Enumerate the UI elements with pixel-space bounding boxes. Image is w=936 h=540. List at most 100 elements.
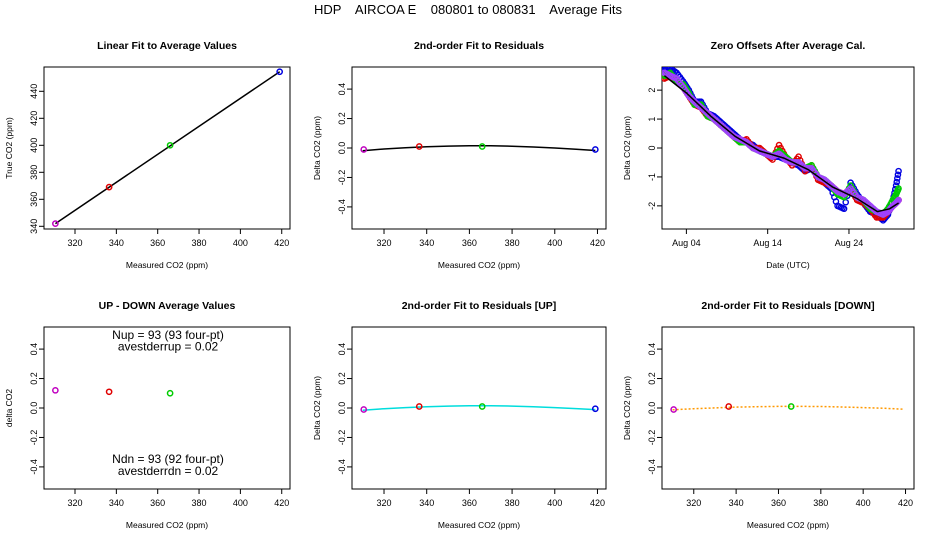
data-point (105, 183, 113, 191)
data-point (52, 386, 59, 394)
y-tick-label: 0 (647, 145, 657, 150)
data-point (166, 389, 174, 397)
y-tick-label: -0.4 (337, 199, 347, 215)
x-tick-label: 360 (771, 498, 786, 508)
x-tick-label: 420 (274, 498, 289, 508)
x-axis-label: Measured CO2 (ppm) (438, 520, 520, 530)
data-point (166, 141, 174, 149)
data-point (415, 143, 423, 150)
data-point (893, 178, 901, 186)
data-point (52, 220, 59, 227)
data-point (360, 406, 368, 413)
y-tick-label: 0.2 (337, 372, 347, 385)
data-point (670, 406, 677, 413)
data-point (894, 171, 902, 179)
x-axis-label: Date (UTC) (766, 260, 810, 270)
annotation-text: avestderrdn = 0.02 (118, 464, 219, 478)
data-point (360, 146, 368, 153)
y-tick-label: 0.0 (29, 402, 39, 415)
x-tick-label: Aug 24 (835, 238, 864, 248)
y-tick-label: -0.2 (337, 170, 347, 186)
y-axis-label: delta CO2 (4, 389, 14, 428)
y-tick-label: 0.4 (337, 83, 347, 96)
x-tick-label: 360 (150, 238, 165, 248)
panel-4: UP - DOWN Average Values 320 340 360 380 400 4… (4, 300, 291, 530)
x-axis-label: Measured CO2 (ppm) (438, 260, 520, 270)
x-tick-label: 380 (192, 498, 207, 508)
y-tick-label: 0.0 (647, 402, 657, 415)
panel-3: Zero Offsets After Average Cal. Aug 04 Aug… (622, 40, 915, 270)
y-tick-label: -0.2 (647, 430, 657, 446)
y-tick-label: 440 (29, 84, 39, 99)
plot-frame (661, 66, 915, 230)
y-tick-label: -0.4 (337, 459, 347, 475)
x-tick-label: 420 (590, 498, 605, 508)
annotation-text: avestderrup = 0.02 (118, 340, 219, 354)
panel-6: 2nd-order Fit to Residuals [DOWN] 320 340 3… (622, 300, 915, 530)
plot-area (662, 67, 902, 224)
panel-title: Linear Fit to Average Values (97, 40, 237, 52)
panel-2: 2nd-order Fit to Residuals 320 340 360 380 40… (312, 40, 607, 270)
data-point (840, 205, 848, 213)
y-tick-label: 380 (29, 165, 39, 180)
panel-5: 2nd-order Fit to Residuals [UP] 320 340 360… (312, 300, 607, 530)
y-tick-label: 0.0 (337, 142, 347, 155)
x-tick-label: 360 (462, 498, 477, 508)
figure-title: HDP AIRCOA E 080801 to 080831 Average Fi… (313, 2, 623, 17)
data-point (725, 403, 733, 410)
data-point (895, 167, 902, 175)
y-tick-label: -0.2 (29, 430, 39, 446)
y-axis-label: True CO2 (ppm) (4, 117, 14, 179)
panel-1: Linear Fit to Average Values 320 340 360 380… (4, 40, 291, 270)
y-tick-label: -0.4 (29, 459, 39, 475)
y-axis-label: Delta CO2 (ppm) (312, 376, 322, 440)
y-tick-label: 2 (647, 88, 657, 93)
panel-title: 2nd-order Fit to Residuals [DOWN] (701, 300, 874, 312)
x-tick-label: Aug 04 (672, 238, 701, 248)
panel-title: Zero Offsets After Average Cal. (711, 40, 866, 52)
x-tick-label: 400 (547, 238, 562, 248)
data-point (787, 403, 795, 410)
plot-area (52, 386, 174, 397)
y-tick-label: -0.2 (337, 430, 347, 446)
data-point (276, 68, 284, 76)
y-tick-label: 340 (29, 219, 39, 234)
x-tick-label: 340 (109, 498, 124, 508)
y-tick-label: -1 (647, 173, 657, 181)
x-tick-label: 380 (192, 238, 207, 248)
panel-title: 2nd-order Fit to Residuals (414, 40, 544, 52)
y-tick-label: 420 (29, 111, 39, 126)
x-tick-label: 340 (419, 498, 434, 508)
panel-title: 2nd-order Fit to Residuals [UP] (402, 300, 557, 312)
y-tick-label: 1 (647, 117, 657, 122)
y-tick-label: 400 (29, 138, 39, 153)
data-point (478, 403, 486, 410)
data-point (415, 403, 423, 410)
y-tick-label: 0.4 (337, 343, 347, 356)
x-tick-label: 380 (505, 238, 520, 248)
y-tick-label: 0.4 (647, 343, 657, 356)
x-tick-label: 320 (67, 238, 82, 248)
x-tick-label: 420 (590, 238, 605, 248)
y-axis-label: Delta CO2 (ppm) (622, 116, 632, 180)
x-axis-label: Measured CO2 (ppm) (747, 520, 829, 530)
y-tick-label: 0.0 (337, 402, 347, 415)
panel-title: UP - DOWN Average Values (99, 300, 236, 312)
x-tick-label: 400 (547, 498, 562, 508)
data-point (894, 175, 901, 182)
y-axis-label: Delta CO2 (ppm) (622, 376, 632, 440)
plot-frame (661, 326, 915, 490)
data-point (105, 388, 113, 396)
y-tick-label: 0.2 (337, 112, 347, 125)
plot-area (360, 143, 599, 153)
data-point (845, 186, 853, 194)
x-tick-label: 340 (419, 238, 434, 248)
plot-area (52, 68, 284, 227)
y-tick-label: 0.4 (29, 343, 39, 356)
x-tick-label: 380 (813, 498, 828, 508)
x-tick-label: 420 (274, 238, 289, 248)
x-tick-label: 400 (856, 498, 871, 508)
annotation-text: Nup = 93 (93 four-pt) (112, 328, 224, 342)
y-tick-label: 0.2 (29, 372, 39, 385)
